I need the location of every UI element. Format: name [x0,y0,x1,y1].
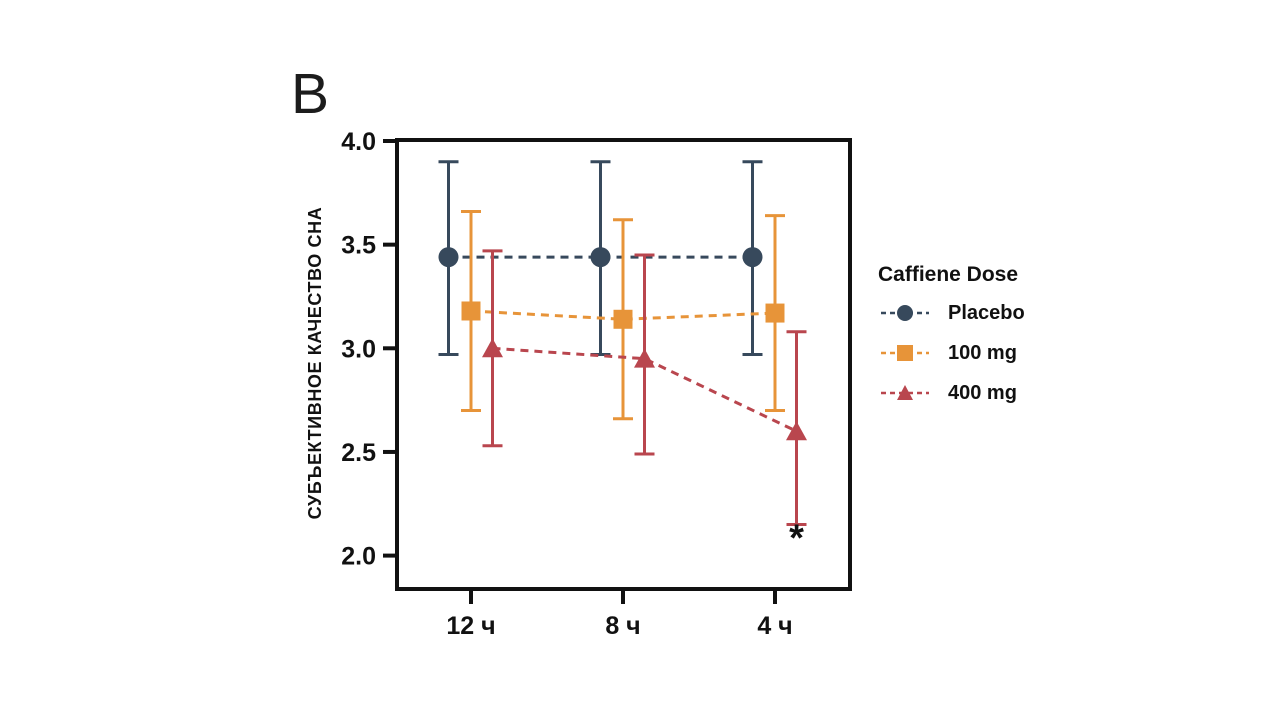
legend: Caffiene Dose Placebo 100 mg 400 mg [878,263,1088,407]
y-tick-label: 3.0 [341,335,376,363]
legend-item-placebo: Placebo [878,299,1088,327]
legend-title: Caffiene Dose [878,263,1019,286]
y-tick-label: 2.5 [341,439,376,467]
y-tick-label: 2.0 [341,543,376,571]
data-point-triangle [634,348,655,368]
series-line-100 mg [470,309,776,321]
data-point-triangle [786,421,807,441]
panel-label: B [291,62,330,126]
data-point-circle [438,247,459,268]
x-tick-label: 12 ч [446,612,495,640]
data-point-circle [742,247,763,268]
y-tick-label: 4.0 [341,128,376,156]
legend-label-100mg: 100 mg [948,341,1017,364]
legend-label-placebo: Placebo [948,301,1025,324]
legend-item-400mg: 400 mg [878,379,1088,407]
significance-asterisk: * [789,518,804,560]
x-tick-label: 4 ч [757,612,792,640]
400mg-triangle-marker-icon [881,385,929,400]
legend-item-100mg: 100 mg [878,339,1088,367]
data-point-square [613,309,633,329]
x-tick-label: 8 ч [605,612,640,640]
data-point-triangle [482,338,503,358]
data-point-square [461,301,481,321]
legend-label-400mg: 400 mg [948,381,1017,404]
data-point-square [765,303,785,323]
data-point-circle [590,247,611,268]
100mg-square-marker-icon [881,345,929,361]
placebo-circle-marker-icon [881,305,929,321]
y-tick-label: 3.5 [341,232,376,260]
